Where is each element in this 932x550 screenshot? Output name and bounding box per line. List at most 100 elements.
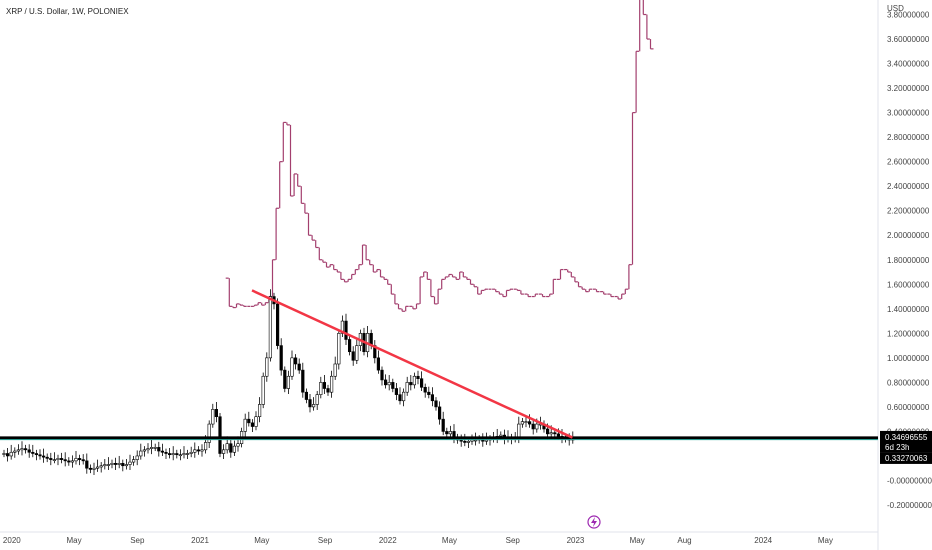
x-tick-label: Sep [130, 536, 145, 545]
y-tick-label: 1.60000000 [887, 280, 930, 289]
candle-body [268, 296, 273, 359]
candle-body [376, 357, 381, 371]
candle-body [484, 439, 489, 442]
candle-body [344, 320, 348, 340]
candle-body [448, 431, 453, 435]
lightning-bolt-icon[interactable] [587, 515, 601, 529]
lightning-bolt-glyph [591, 517, 597, 527]
candle-body [135, 455, 139, 460]
candle-body [308, 399, 312, 408]
x-tick-label: May [254, 536, 269, 545]
y-tick-label: 1.00000000 [887, 354, 930, 363]
candle-body [304, 391, 309, 400]
candle-body [92, 467, 96, 470]
candle-body [275, 303, 280, 346]
candle-body [139, 450, 143, 457]
candle-body [430, 394, 435, 402]
candle-body [88, 467, 92, 470]
candle-body [59, 458, 64, 460]
candle-body [261, 375, 265, 405]
candle-body [517, 423, 521, 438]
candle-body [117, 463, 121, 465]
y-tick-label: 1.20000000 [887, 329, 930, 338]
candle-body [283, 369, 287, 389]
candle-body [153, 447, 157, 449]
candle-body [524, 421, 528, 423]
candle-body [257, 404, 262, 418]
candle-body [499, 434, 503, 437]
candle-body [311, 404, 316, 408]
candle-body [441, 418, 445, 432]
candle-body [427, 391, 431, 395]
candle-body [52, 459, 56, 461]
candle-body [326, 388, 330, 393]
candle-body [81, 459, 85, 462]
candle-body [315, 394, 319, 405]
candle-body [391, 382, 395, 389]
candle-body [527, 421, 532, 425]
candle-body [459, 439, 463, 442]
candle-body [466, 440, 471, 443]
candle-body [16, 449, 21, 452]
y-tick-label: 1.80000000 [887, 256, 930, 265]
candle-body [247, 418, 251, 424]
candle-body [67, 460, 71, 463]
candle-body [160, 450, 165, 453]
candle-body [416, 375, 420, 380]
candle-body [193, 449, 197, 453]
candle-body [207, 423, 211, 443]
candle-body [142, 449, 147, 452]
y-tick-label: 3.60000000 [887, 35, 930, 44]
candle-body [319, 382, 323, 395]
candle-body [355, 345, 359, 361]
x-tick-label: May [818, 536, 833, 545]
candle-body [70, 460, 74, 463]
candle-body [175, 453, 179, 456]
candle-body [301, 369, 305, 393]
candle-body [214, 409, 219, 418]
x-axis[interactable]: 2020 May Sep 2021 May Sep 2022 May Sep 2023 May Aug… [0, 531, 878, 545]
candle-body [63, 459, 67, 462]
candle-body [383, 379, 388, 386]
candle-body [196, 449, 201, 452]
candle-body [99, 465, 103, 468]
y-axis[interactable]: 3.80000000 3.60000000 3.40000000 3.20000000… [877, 0, 932, 550]
x-tick-label: May [66, 536, 81, 545]
candle-body [236, 443, 240, 447]
candle-body [9, 451, 13, 457]
candle-body [556, 433, 560, 437]
y-tick-label: 2.60000000 [887, 158, 930, 167]
candle-body [96, 466, 100, 469]
candle-body [286, 375, 291, 389]
candle-body [470, 439, 474, 442]
candle-body [243, 418, 247, 432]
y-tick-label: 1.40000000 [887, 305, 930, 314]
candle-body [520, 421, 524, 425]
y-tick-label: 3.80000000 [887, 11, 930, 20]
candle-body [398, 394, 402, 402]
candle-body [401, 391, 406, 402]
candle-body [34, 453, 38, 456]
candle-body [211, 409, 215, 425]
candle-body [405, 382, 409, 393]
candle-body [204, 442, 208, 451]
trend-line [251, 289, 573, 439]
candle-body [121, 463, 125, 467]
candle-body [333, 363, 337, 377]
event-marker[interactable] [587, 515, 601, 529]
x-tick-label: 2022 [379, 536, 397, 545]
y-tick-label: -0.20000000 [887, 501, 932, 510]
candle-body [419, 378, 424, 388]
candle-body [347, 339, 352, 353]
x-tick-label: 2023 [567, 536, 585, 545]
y-tick-label: 2.80000000 [887, 133, 930, 142]
candle-body [222, 449, 226, 454]
y-tick-label: 3.00000000 [887, 109, 930, 118]
secondary-price-label: 0.33270063 [885, 454, 928, 463]
candle-body [423, 386, 427, 393]
x-tick-label: Sep [318, 536, 333, 545]
current-price-label: 0.34696555 [885, 433, 928, 442]
x-tick-label: May [630, 536, 645, 545]
